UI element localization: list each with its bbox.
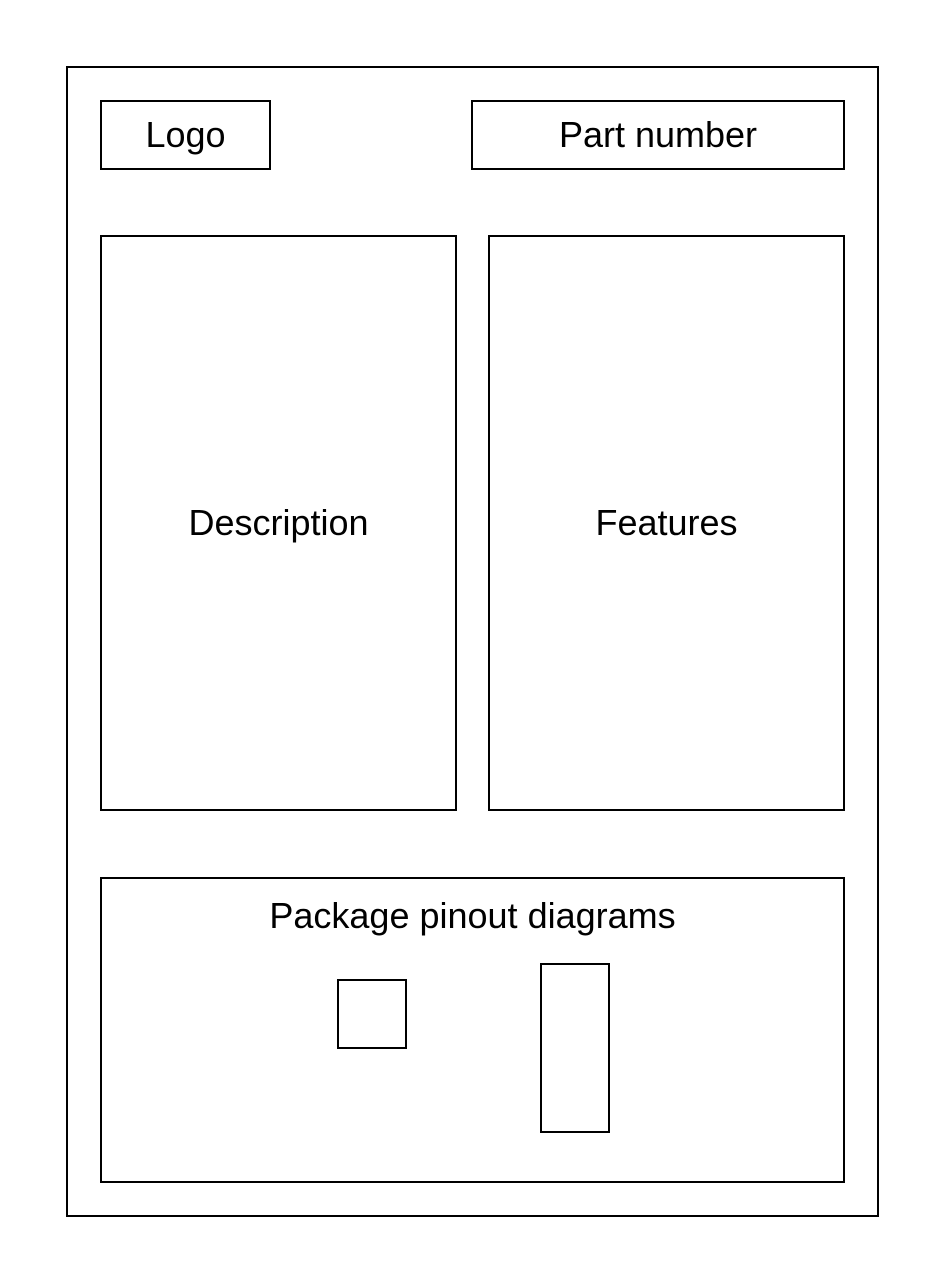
part-number-box: Part number [471, 100, 845, 170]
part-number-label: Part number [558, 114, 758, 155]
package-pinout-box: Package pinout diagrams [100, 877, 845, 1183]
logo-label: Logo [145, 114, 226, 155]
description-box: Description [100, 235, 457, 811]
features-label: Features [595, 502, 738, 543]
package-rectangular-outline [540, 963, 610, 1133]
description-label: Description [188, 502, 369, 543]
package-square-outline [337, 979, 407, 1049]
package-pinout-title: Package pinout diagrams [269, 895, 676, 936]
logo-box: Logo [100, 100, 271, 170]
features-box: Features [488, 235, 845, 811]
